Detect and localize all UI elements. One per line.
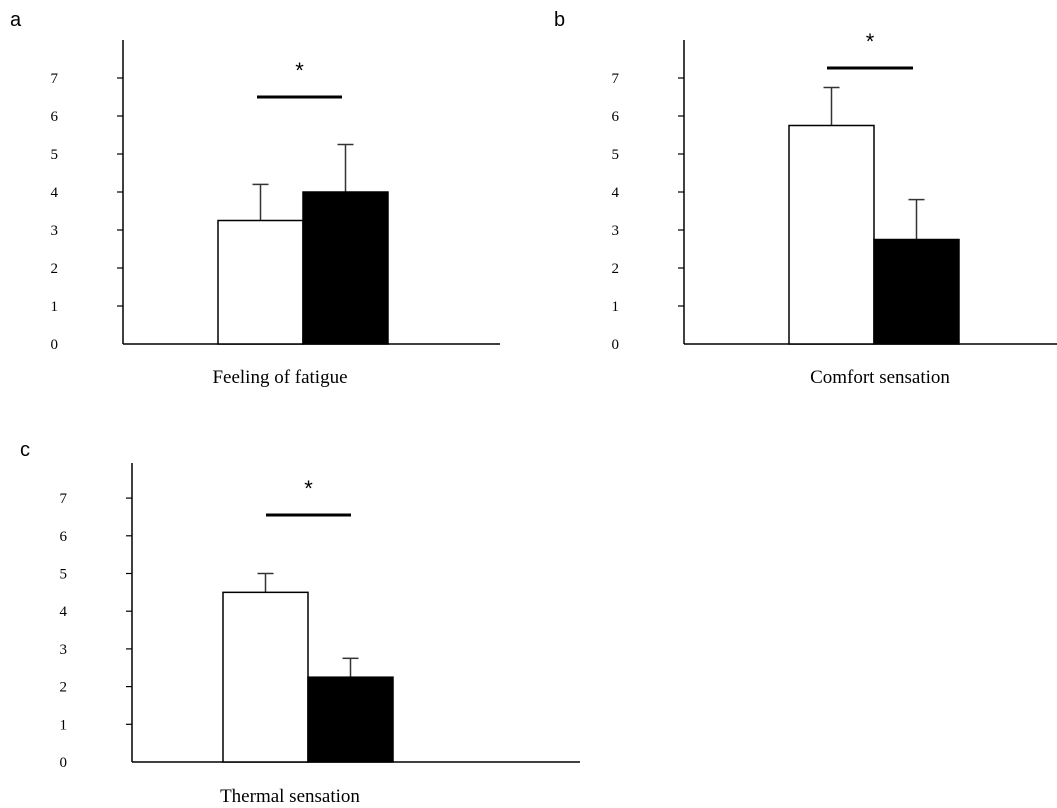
y-tick-label: 0	[60, 755, 68, 771]
y-tick-label: 6	[612, 109, 620, 125]
y-tick-label: 3	[51, 223, 59, 239]
y-tick-label: 6	[60, 529, 68, 545]
y-tick-label: 5	[612, 147, 620, 163]
y-tick-label: 3	[60, 642, 68, 658]
y-tick-label: 3	[612, 223, 620, 239]
x-axis-label: Feeling of fatigue	[212, 367, 347, 388]
bar-black	[307, 676, 394, 763]
x-axis-label: Thermal sensation	[220, 786, 360, 807]
y-tick-label: 7	[51, 71, 59, 87]
bar-black	[302, 191, 389, 345]
y-tick-label: 7	[60, 491, 68, 507]
significance-star: *	[295, 58, 304, 83]
y-tick-label: 1	[60, 717, 68, 733]
y-tick-label: 5	[51, 147, 59, 163]
y-tick-label: 5	[60, 567, 68, 583]
x-axis-label: Comfort sensation	[810, 367, 950, 388]
y-tick-label: 2	[612, 261, 620, 277]
significance-star: *	[304, 476, 313, 501]
y-tick-label: 2	[51, 261, 59, 277]
bar-white	[788, 124, 875, 345]
panel-letter: a	[10, 9, 22, 31]
bar-white	[222, 591, 309, 763]
y-tick-label: 4	[60, 604, 68, 620]
panel-a: a 0 1 2 3 4 5 6 7 * Feeling of fatigue	[10, 9, 500, 388]
y-tick-label: 4	[612, 185, 620, 201]
panel-c: c 0 1 2 3 4 5 6 7 * Thermal sensation	[20, 439, 580, 807]
panel-letter: c	[20, 439, 30, 461]
y-tick-label: 7	[612, 71, 620, 87]
bar-white	[217, 219, 304, 345]
y-tick-label: 2	[60, 680, 68, 696]
panel-b: b 0 1 2 3 4 5 6 7 * Comfort sensation	[554, 9, 1057, 388]
y-tick-label: 4	[51, 185, 59, 201]
y-tick-label: 0	[612, 337, 620, 353]
y-tick-label: 0	[51, 337, 59, 353]
significance-star: *	[866, 29, 875, 54]
y-tick-label: 6	[51, 109, 59, 125]
y-tick-label: 1	[51, 299, 59, 315]
bar-black	[873, 238, 960, 345]
panel-letter: b	[554, 9, 565, 31]
y-tick-label: 1	[612, 299, 620, 315]
